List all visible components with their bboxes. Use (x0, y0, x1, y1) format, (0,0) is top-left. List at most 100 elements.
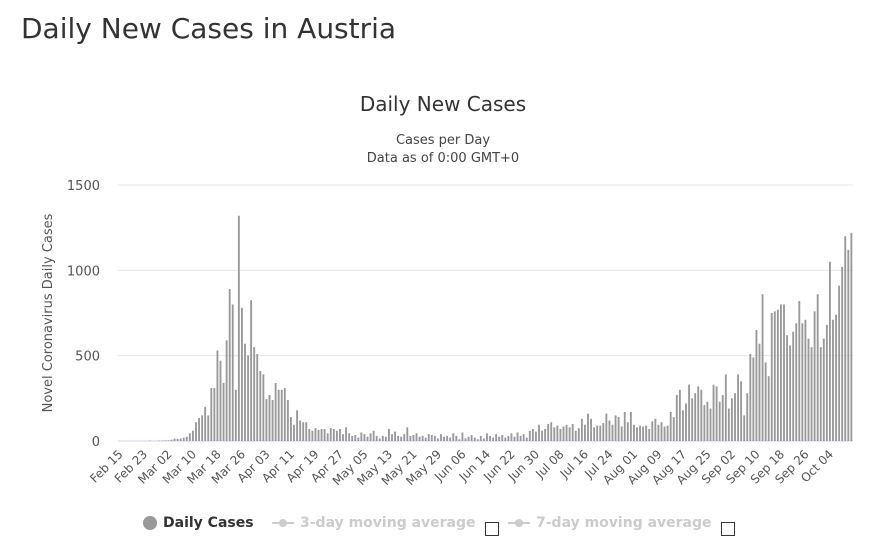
bar[interactable] (430, 435, 433, 441)
bar[interactable] (311, 430, 314, 441)
bar[interactable] (565, 424, 568, 441)
bar[interactable] (504, 437, 507, 441)
bar[interactable] (577, 428, 580, 441)
bar[interactable] (685, 403, 687, 441)
bar[interactable] (467, 436, 470, 441)
bar[interactable] (354, 435, 357, 441)
bar[interactable] (682, 410, 684, 441)
bar[interactable] (844, 236, 847, 441)
bar[interactable] (228, 289, 231, 441)
bar[interactable] (440, 434, 442, 441)
bar[interactable] (366, 436, 369, 441)
bar[interactable] (562, 426, 565, 441)
bar[interactable] (265, 399, 268, 441)
bar[interactable] (669, 411, 672, 441)
bar[interactable] (296, 410, 298, 441)
bar[interactable] (528, 430, 531, 441)
bar[interactable] (391, 434, 393, 441)
bar[interactable] (531, 429, 534, 441)
bar[interactable] (262, 374, 265, 441)
bar[interactable] (464, 438, 467, 441)
bar[interactable] (825, 324, 828, 441)
bar[interactable] (703, 405, 706, 441)
bar[interactable] (841, 266, 844, 441)
bar[interactable] (822, 338, 825, 441)
bar[interactable] (556, 425, 559, 441)
bar[interactable] (642, 426, 645, 441)
bar[interactable] (547, 423, 550, 441)
bar[interactable] (219, 360, 222, 441)
bar[interactable] (213, 388, 216, 441)
bar[interactable] (182, 437, 185, 441)
bar[interactable] (164, 440, 167, 441)
bar[interactable] (403, 434, 406, 441)
bar[interactable] (792, 331, 795, 441)
bar[interactable] (314, 428, 317, 441)
bar[interactable] (783, 304, 785, 441)
bar[interactable] (715, 386, 718, 441)
bar[interactable] (369, 433, 372, 441)
bar[interactable] (813, 311, 816, 441)
bar[interactable] (629, 411, 632, 441)
bar[interactable] (489, 435, 491, 441)
bar[interactable] (651, 421, 654, 441)
bar[interactable] (290, 417, 292, 441)
bar[interactable] (590, 418, 592, 441)
bar[interactable] (535, 431, 537, 441)
bar[interactable] (620, 426, 623, 441)
bar[interactable] (455, 435, 458, 441)
bar[interactable] (608, 420, 611, 441)
legend-item-3-day-average[interactable]: 3-day moving average (272, 515, 476, 531)
bar[interactable] (501, 435, 504, 441)
bar[interactable] (847, 249, 850, 441)
bar[interactable] (176, 438, 179, 441)
bar[interactable] (795, 323, 798, 441)
bar[interactable] (259, 371, 262, 441)
bar[interactable] (446, 435, 449, 441)
bar[interactable] (320, 429, 323, 441)
bar[interactable] (770, 313, 773, 441)
bar[interactable] (746, 393, 749, 441)
bar[interactable] (293, 424, 295, 441)
bar[interactable] (654, 418, 657, 441)
bar[interactable] (764, 362, 767, 441)
bar[interactable] (188, 433, 191, 441)
bar[interactable] (400, 436, 403, 441)
bar[interactable] (623, 411, 626, 441)
bar[interactable] (222, 382, 225, 441)
bar[interactable] (345, 427, 347, 441)
bar[interactable] (510, 433, 513, 441)
bar[interactable] (559, 429, 562, 441)
bar[interactable] (437, 438, 439, 441)
bar[interactable] (767, 376, 770, 441)
bar[interactable] (700, 389, 703, 441)
bar[interactable] (544, 429, 547, 441)
bar[interactable] (452, 433, 455, 441)
bar[interactable] (351, 435, 354, 441)
bar[interactable] (204, 406, 207, 441)
bar[interactable] (731, 398, 733, 441)
bar[interactable] (495, 434, 498, 441)
bar[interactable] (810, 347, 813, 441)
bar[interactable] (433, 435, 436, 441)
bar[interactable] (734, 393, 736, 441)
bar[interactable] (326, 433, 329, 441)
bar[interactable] (372, 430, 375, 441)
bar[interactable] (268, 394, 271, 441)
bar[interactable] (286, 400, 289, 441)
bar[interactable] (323, 429, 326, 441)
bar[interactable] (706, 401, 709, 441)
legend-item-7-day-average[interactable]: 7-day moving average (508, 515, 712, 531)
bar[interactable] (360, 432, 363, 441)
bar[interactable] (749, 353, 752, 441)
bar[interactable] (317, 429, 320, 441)
bar[interactable] (611, 424, 614, 441)
bar[interactable] (758, 343, 761, 441)
bar[interactable] (737, 374, 739, 441)
bar[interactable] (727, 408, 730, 441)
bar[interactable] (724, 374, 727, 441)
bar[interactable] (541, 430, 543, 441)
bar[interactable] (406, 427, 409, 441)
bar[interactable] (274, 382, 277, 441)
bar[interactable] (688, 384, 690, 441)
